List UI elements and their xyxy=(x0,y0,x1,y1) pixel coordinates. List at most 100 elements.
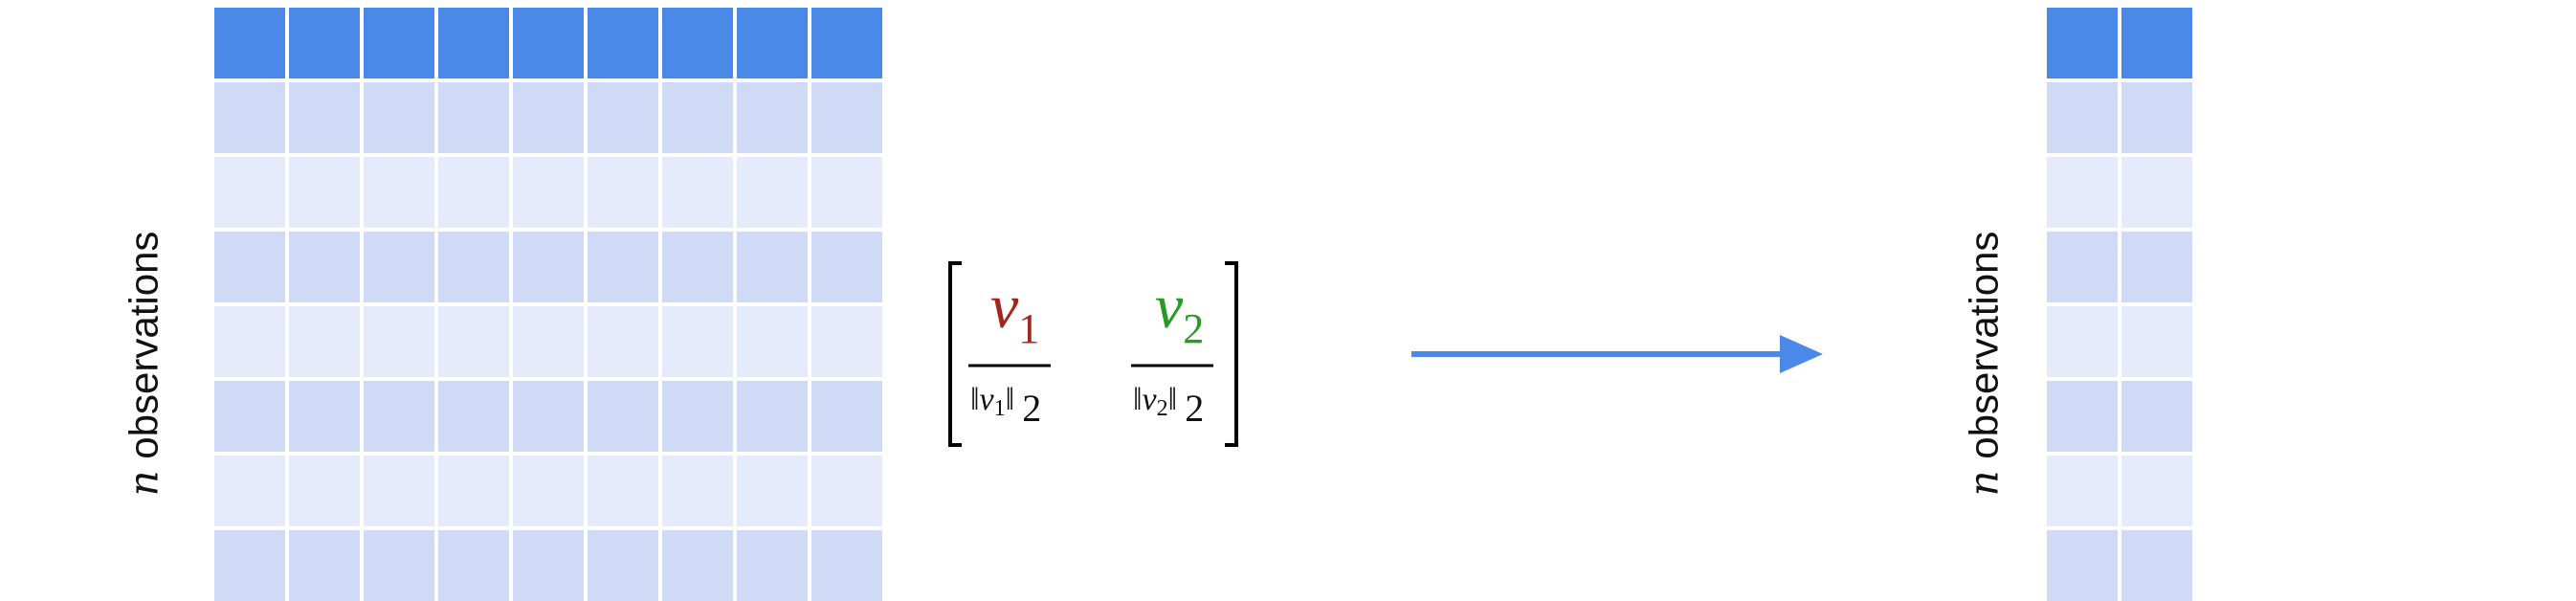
left-matrix-cell xyxy=(662,456,733,526)
left-matrix-cell xyxy=(513,157,584,228)
left-matrix-cell xyxy=(811,232,882,302)
left-matrix-cell xyxy=(438,232,509,302)
left-matrix-cell xyxy=(513,232,584,302)
left-matrix-cell xyxy=(588,381,658,452)
right-matrix-cell xyxy=(2121,232,2192,302)
left-matrix-cell xyxy=(662,232,733,302)
left-matrix-cell xyxy=(513,381,584,452)
vector-2-norm-open: ‖ xyxy=(1133,382,1143,417)
left-data-matrix xyxy=(214,8,882,601)
left-matrix-cell xyxy=(364,306,434,377)
vector-1-denominator: ‖v1‖ 2 xyxy=(970,382,1041,430)
vector-1-norm-close: ‖ xyxy=(1006,382,1015,417)
vector-1-norm-order: 2 xyxy=(1022,387,1041,430)
normalized-vector-matrix: v1 ‖v1‖ 2 v2 ‖v2‖ 2 xyxy=(948,261,1238,447)
left-matrix-cell xyxy=(588,456,658,526)
left-matrix-cell xyxy=(289,306,360,377)
left-matrix-cell xyxy=(588,157,658,228)
left-matrix-cell xyxy=(737,82,808,153)
left-matrix-cell xyxy=(438,381,509,452)
left-matrix-cell xyxy=(364,530,434,601)
vector-2-norm-order: 2 xyxy=(1185,387,1204,430)
left-matrix-cell xyxy=(811,381,882,452)
left-matrix-header-cell xyxy=(364,8,434,78)
left-matrix-header-cell xyxy=(214,8,285,78)
right-matrix-cell xyxy=(2047,157,2118,228)
left-matrix-header-cell xyxy=(513,8,584,78)
left-matrix-cell xyxy=(364,232,434,302)
vector-2-numerator: v2 xyxy=(1155,272,1204,352)
left-matrix-cell xyxy=(811,530,882,601)
vector-2-denominator: ‖v2‖ 2 xyxy=(1133,382,1204,430)
right-row-label-variable: n xyxy=(1960,470,2008,497)
transform-arrow xyxy=(1411,335,1823,373)
left-matrix-cell xyxy=(737,530,808,601)
left-matrix-cell xyxy=(737,157,808,228)
left-matrix-cell xyxy=(214,530,285,601)
left-matrix-cell xyxy=(513,530,584,601)
vector-1-var: v xyxy=(990,272,1019,342)
left-row-label-variable: n xyxy=(120,470,167,497)
left-matrix-cell xyxy=(737,306,808,377)
left-matrix-cell xyxy=(588,306,658,377)
right-matrix-cell xyxy=(2121,381,2192,452)
left-matrix-cell xyxy=(289,157,360,228)
left-matrix-cell xyxy=(438,306,509,377)
left-matrix-cell xyxy=(214,306,285,377)
right-matrix-cell xyxy=(2047,306,2118,377)
left-matrix-cell xyxy=(289,381,360,452)
right-row-label-text: observations xyxy=(1961,231,2007,459)
left-matrix-cell xyxy=(737,456,808,526)
left-matrix-cell xyxy=(438,530,509,601)
left-matrix-cell xyxy=(214,232,285,302)
vector-1-numerator: v1 xyxy=(990,272,1039,352)
right-matrix-cell xyxy=(2121,456,2192,526)
left-matrix-header-cell xyxy=(737,8,808,78)
vector-1-norm-open: ‖ xyxy=(970,382,980,417)
left-matrix-cell xyxy=(214,157,285,228)
left-matrix-cell xyxy=(214,381,285,452)
left-matrix-cell xyxy=(214,82,285,153)
right-matrix-cell xyxy=(2047,456,2118,526)
left-matrix-cell xyxy=(811,306,882,377)
left-bracket xyxy=(948,261,962,447)
vector-2-norm-close: ‖ xyxy=(1168,382,1178,417)
left-matrix-cell xyxy=(588,530,658,601)
left-matrix-cell xyxy=(289,82,360,153)
left-matrix-cell xyxy=(289,232,360,302)
left-matrix-cell xyxy=(662,530,733,601)
left-matrix-cell xyxy=(513,82,584,153)
right-matrix-cell xyxy=(2121,82,2192,153)
left-matrix-cell xyxy=(662,381,733,452)
left-matrix-header-cell xyxy=(662,8,733,78)
vector-2-var: v xyxy=(1155,272,1184,342)
vector-entry-1: v1 ‖v1‖ 2 xyxy=(968,272,1051,430)
right-result-matrix xyxy=(2047,8,2192,601)
left-matrix-header-cell xyxy=(811,8,882,78)
left-matrix-cell xyxy=(662,306,733,377)
left-matrix-cell xyxy=(289,530,360,601)
right-bracket xyxy=(1225,261,1238,447)
left-matrix-cell xyxy=(438,157,509,228)
left-matrix-cell xyxy=(588,232,658,302)
left-matrix-header-cell xyxy=(289,8,360,78)
right-matrix-cell xyxy=(2121,306,2192,377)
left-matrix-cell xyxy=(811,82,882,153)
right-matrix-header-cell xyxy=(2047,8,2118,78)
left-matrix-cell xyxy=(588,82,658,153)
left-matrix-header-cell xyxy=(588,8,658,78)
vector-entry-2: v2 ‖v2‖ 2 xyxy=(1131,272,1213,430)
arrow-head-icon xyxy=(1780,335,1823,373)
left-matrix-cell xyxy=(364,381,434,452)
left-matrix-cell xyxy=(662,82,733,153)
left-matrix-cell xyxy=(438,82,509,153)
left-matrix-header-cell xyxy=(438,8,509,78)
left-matrix-cell xyxy=(364,157,434,228)
right-matrix-cell xyxy=(2047,381,2118,452)
left-matrix-cell xyxy=(737,381,808,452)
left-matrix-cell xyxy=(214,456,285,526)
left-matrix-cell xyxy=(513,456,584,526)
vector-1-subscript: 1 xyxy=(1018,305,1039,352)
left-matrix-cell xyxy=(438,456,509,526)
vector-2-norm-sub: 2 xyxy=(1157,396,1168,421)
